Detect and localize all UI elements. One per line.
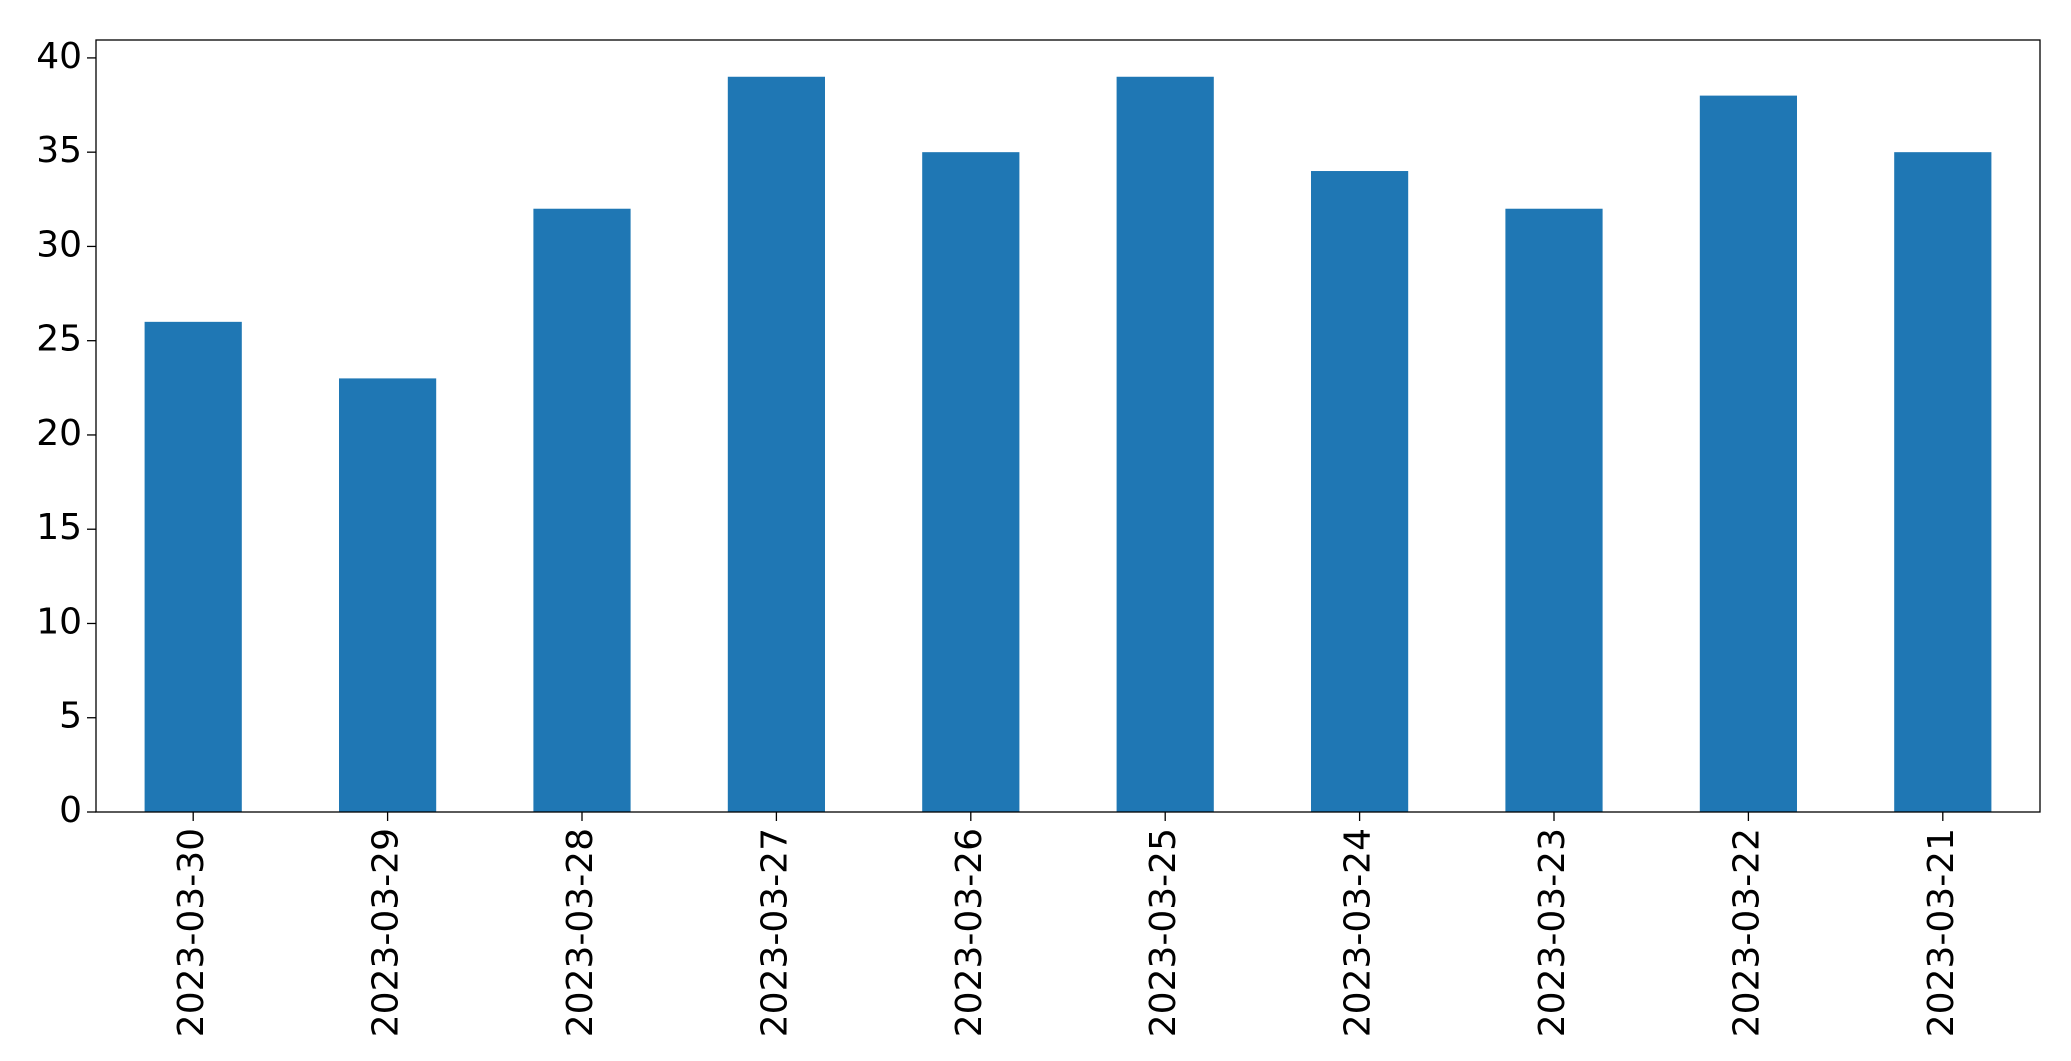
y-tick-label: 30: [36, 224, 82, 265]
y-tick-label: 0: [59, 790, 82, 831]
y-tick-label: 40: [36, 36, 82, 77]
x-tick-label: 2023-03-29: [366, 828, 407, 1037]
y-tick-label: 35: [36, 130, 82, 171]
x-tick-label: 2023-03-24: [1338, 828, 1379, 1037]
bar: [922, 152, 1020, 812]
y-tick-label: 5: [59, 696, 82, 737]
x-tick-label: 2023-03-26: [949, 828, 990, 1037]
y-tick-label: 20: [36, 413, 82, 454]
x-tick-label: 2023-03-30: [171, 828, 212, 1037]
bar: [1699, 95, 1797, 813]
bar: [144, 321, 242, 812]
bar: [1505, 208, 1603, 812]
y-tick-label: 15: [36, 507, 82, 548]
bar: [1894, 152, 1992, 812]
x-tick-label: 2023-03-27: [754, 828, 795, 1037]
x-tick-label: 2023-03-25: [1143, 828, 1184, 1037]
bar: [1311, 171, 1409, 812]
x-tick-label: 2023-03-23: [1532, 828, 1573, 1037]
bar: [727, 76, 825, 812]
x-tick-label: 2023-03-21: [1921, 828, 1962, 1037]
bar: [533, 208, 631, 812]
x-tick-label: 2023-03-28: [560, 828, 601, 1037]
bar: [1116, 76, 1214, 812]
x-tick-label: 2023-03-22: [1726, 828, 1767, 1037]
y-tick-label: 25: [36, 319, 82, 360]
bar: [339, 378, 437, 812]
y-tick-label: 10: [36, 601, 82, 642]
plot-frame: [95, 39, 2041, 813]
